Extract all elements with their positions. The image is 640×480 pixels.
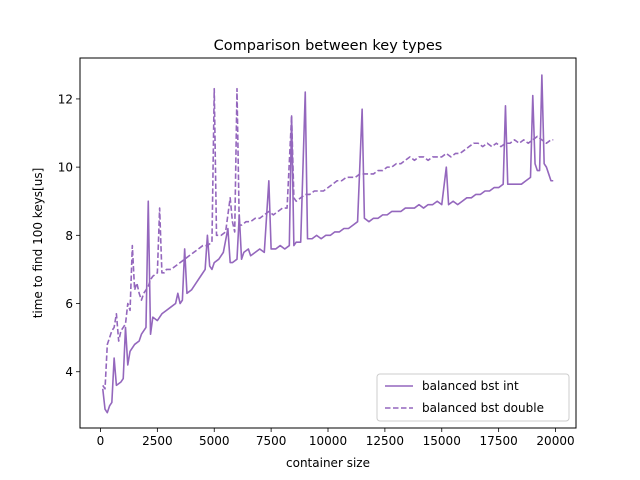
plot-lines (101, 74, 554, 414)
y-tick-label: 8 (65, 229, 73, 243)
series-line-0 (101, 74, 554, 414)
legend-box (376, 373, 570, 422)
x-tick-label: 20000 (536, 434, 574, 448)
x-tick-label: 12500 (366, 434, 404, 448)
legend: balanced bst int balanced bst double (376, 373, 570, 422)
x-axis-label: container size (286, 456, 370, 470)
chart-title: Comparison between key types (214, 38, 443, 54)
legend-label-int: balanced bst int (422, 379, 519, 393)
y-tick-label: 12 (58, 92, 73, 106)
x-tick-label: 17500 (480, 434, 518, 448)
y-tick-label: 4 (65, 365, 73, 379)
y-axis-label: time to find 100 keys[us] (31, 168, 45, 319)
legend-label-double: balanced bst double (422, 401, 544, 415)
x-tick-label: 0 (97, 434, 105, 448)
y-tick-label: 10 (58, 161, 73, 175)
x-tick-label: 7500 (256, 434, 287, 448)
x-tick-label: 10000 (309, 434, 347, 448)
y-tick-label: 6 (65, 297, 73, 311)
y-axis-ticks: 4 6 8 10 12 (58, 92, 80, 379)
x-axis-ticks: 0 2500 5000 7500 10000 12500 15000 17500 20000 (97, 428, 575, 448)
x-tick-label: 15000 (423, 434, 461, 448)
x-tick-label: 2500 (142, 434, 173, 448)
x-tick-label: 5000 (199, 434, 230, 448)
